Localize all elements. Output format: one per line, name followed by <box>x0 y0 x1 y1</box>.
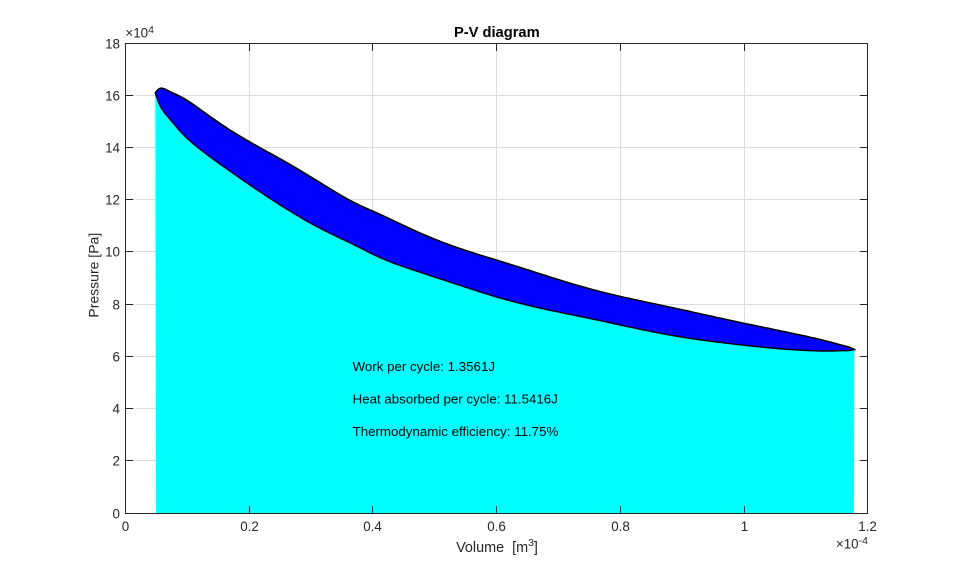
svg-text:4: 4 <box>113 401 121 416</box>
svg-text:0.2: 0.2 <box>240 519 259 534</box>
svg-text:0.4: 0.4 <box>363 519 382 534</box>
svg-text:0: 0 <box>122 519 129 534</box>
svg-text:0: 0 <box>113 506 120 521</box>
svg-text:Heat absorbed per cycle: 11.54: Heat absorbed per cycle: 11.5416J <box>353 391 558 406</box>
svg-text:12: 12 <box>105 192 120 207</box>
svg-text:10: 10 <box>105 244 120 259</box>
svg-text:8: 8 <box>113 297 120 312</box>
svg-text:0.8: 0.8 <box>611 519 630 534</box>
svg-text:×104: ×104 <box>125 24 154 41</box>
svg-text:1.2: 1.2 <box>858 519 877 534</box>
svg-text:6: 6 <box>113 349 120 364</box>
svg-text:1: 1 <box>741 519 748 534</box>
svg-text:P-V diagram: P-V diagram <box>454 25 540 41</box>
svg-text:0.6: 0.6 <box>487 519 506 534</box>
svg-text:16: 16 <box>105 88 120 103</box>
svg-text:Thermodynamic efficiency: 11.7: Thermodynamic efficiency: 11.75% <box>353 424 559 439</box>
svg-text:14: 14 <box>105 140 120 155</box>
svg-text:18: 18 <box>105 36 120 51</box>
svg-text:2: 2 <box>113 453 120 468</box>
svg-text:Pressure [Pa]: Pressure [Pa] <box>86 233 102 318</box>
svg-text:Work per cycle: 1.3561J: Work per cycle: 1.3561J <box>353 359 495 374</box>
svg-text:Volume [m3]: Volume [m3] <box>456 537 538 556</box>
